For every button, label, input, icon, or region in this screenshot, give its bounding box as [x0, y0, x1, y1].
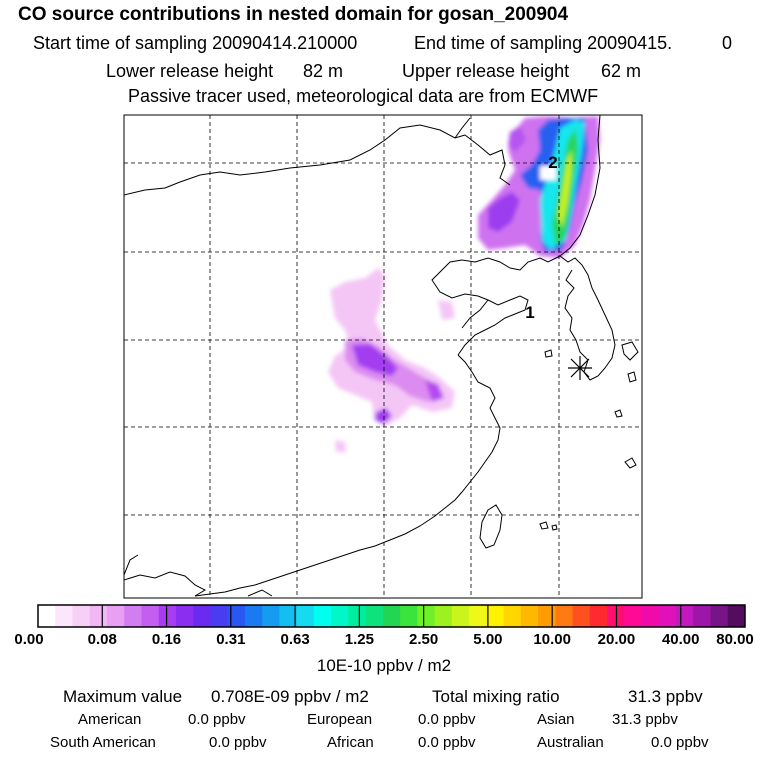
colorbar-cell [331, 605, 349, 627]
colorbar-cell [193, 605, 211, 627]
max-value-label: Maximum value [63, 687, 183, 706]
colorbar-cell [89, 605, 108, 627]
colorbar-cell [38, 605, 56, 627]
colorbar-cell [262, 605, 280, 627]
colorbar-tick-label: 0.16 [151, 631, 182, 648]
marker-2-label: 2 [548, 153, 557, 172]
region-asian-name: Asian [537, 711, 575, 728]
region-african-value: 0.0 ppbv [418, 734, 476, 751]
region-european-name: European [307, 711, 373, 728]
colorbar-cell [641, 605, 660, 627]
colorbar-border [37, 604, 746, 628]
colorbar-cell [72, 605, 91, 627]
upper-release-value: 62 m [601, 61, 642, 81]
colorbar-tick-label: 1.25 [344, 631, 374, 648]
tracer-plume-inland [328, 268, 455, 452]
colorbar-cell [486, 605, 505, 627]
colorbar-cell [572, 605, 591, 627]
figure-title: CO source contributions in nested domain… [18, 4, 569, 25]
colorbar-cell [124, 605, 142, 627]
map-figure: 1 2 [37, 114, 746, 628]
lower-release-value: 82 m [303, 61, 344, 81]
colorbar-cell [624, 605, 643, 627]
colorbar-cell [296, 605, 315, 627]
colorbar-tick-label: 0.63 [280, 631, 310, 648]
colorbar-cell [520, 605, 539, 627]
colorbar-cell [710, 605, 729, 627]
region-south-american-value: 0.0 ppbv [209, 734, 267, 751]
start-time-label: Start time of sampling 20090414.210000 [33, 33, 358, 53]
tracer-plume-north [478, 116, 600, 258]
lat-lon-grid [124, 115, 642, 598]
colorbar-tick-label: 0.31 [216, 631, 246, 648]
region-australian-name: Australian [537, 734, 604, 751]
region-australian-value: 0.0 ppbv [651, 734, 709, 751]
colorbar-cell [417, 605, 436, 627]
colorbar-cell [55, 605, 73, 627]
colorbar-tick-label: 5.00 [473, 631, 503, 648]
colorbar-cell [589, 605, 608, 627]
colorbar-cell [348, 605, 367, 627]
region-american-name: American [78, 711, 142, 728]
colorbar-tick-label: 10.00 [533, 631, 571, 648]
colorbar-cell [400, 605, 418, 627]
colorbar-cell [658, 605, 677, 627]
max-value: 0.708E-09 ppbv / m2 [211, 687, 369, 706]
end-time-label: End time of sampling 20090415. [414, 33, 673, 53]
colorbar-tick-label: 0.08 [87, 631, 117, 648]
tracer-note: Passive tracer used, meteorological data… [128, 86, 599, 106]
lower-release-label: Lower release height [106, 61, 274, 81]
colorbar-cell [555, 605, 574, 627]
colorbar-tick-label: 0.00 [14, 631, 44, 648]
colorbar [37, 604, 746, 628]
colorbar-cell [382, 605, 401, 627]
colorbar-tick-label: 40.00 [661, 631, 700, 648]
colorbar-cell [434, 605, 453, 627]
region-asian-value: 31.3 ppbv [612, 711, 678, 728]
colorbar-cell [503, 605, 522, 627]
colorbar-cell [365, 605, 384, 627]
colorbar-cell [538, 605, 556, 627]
colorbar-tick-label: 2.50 [409, 631, 439, 648]
coastline [124, 115, 639, 597]
colorbar-tick-label: 80.00 [716, 631, 754, 648]
region-european-value: 0.0 ppbv [418, 711, 476, 728]
colorbar-cell [141, 605, 160, 627]
colorbar-cell [227, 605, 246, 627]
region-african-name: African [327, 734, 374, 751]
star-icon [568, 356, 592, 380]
upper-release-label: Upper release height [402, 61, 570, 81]
colorbar-cell [693, 605, 712, 627]
end-time-value: 0 [722, 33, 733, 53]
region-american-value: 0.0 ppbv [188, 711, 246, 728]
colorbar-cell [158, 605, 177, 627]
colorbar-cell [727, 605, 746, 627]
marker-1-label: 1 [525, 303, 534, 322]
total-mixing-value: 31.3 ppbv [628, 687, 703, 706]
colorbar-cell [106, 605, 125, 627]
colorbar-cell [676, 605, 694, 627]
colorbar-cell [244, 605, 263, 627]
colorbar-cell [175, 605, 194, 627]
colorbar-unit: 10E-10 ppbv / m2 [316, 656, 452, 675]
colorbar-cell [469, 605, 487, 627]
total-mixing-label: Total mixing ratio [432, 687, 560, 706]
colorbar-cell [451, 605, 470, 627]
colorbar-cell [210, 605, 229, 627]
colorbar-cell [313, 605, 332, 627]
map-frame [123, 114, 643, 599]
region-south-american-name: South American [50, 734, 156, 751]
colorbar-tick-label: 20.00 [597, 631, 636, 648]
colorbar-cell [279, 605, 298, 627]
